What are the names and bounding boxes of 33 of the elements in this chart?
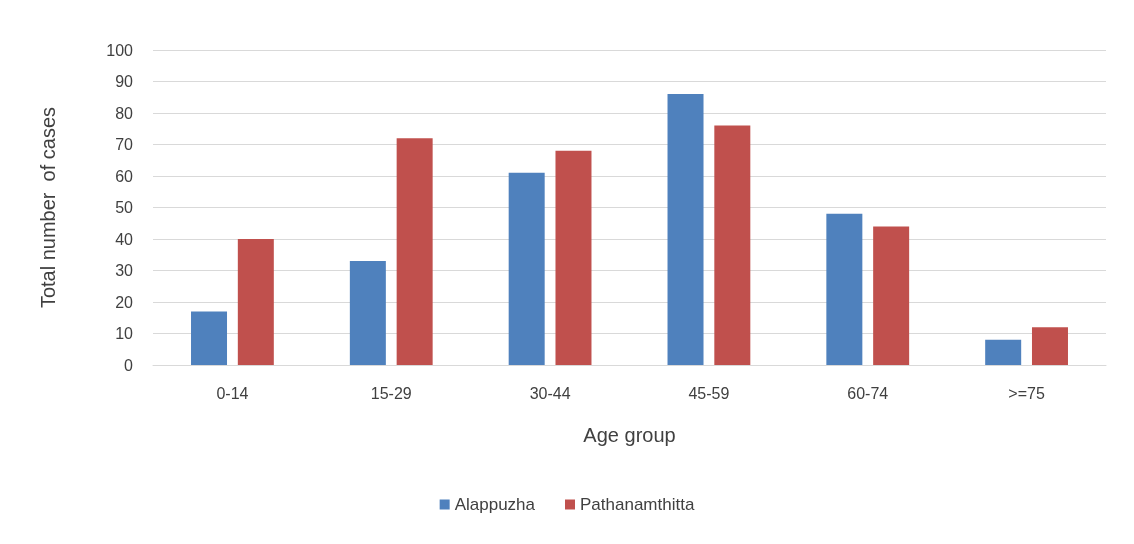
legend-label: Pathanamthitta xyxy=(580,495,695,514)
y-tick-label: 90 xyxy=(115,73,134,90)
x-tick-label: 60-74 xyxy=(847,384,889,402)
y-axis-title: Total number of cases xyxy=(37,106,59,309)
x-tick-label: 15-29 xyxy=(370,384,412,402)
bar xyxy=(826,213,863,365)
bar xyxy=(714,125,751,365)
y-tick-label: 60 xyxy=(115,167,134,185)
bar xyxy=(508,172,545,365)
y-tick-label: 80 xyxy=(115,104,134,122)
bar xyxy=(349,261,386,365)
x-tick-label: 30-44 xyxy=(529,384,571,402)
x-tick-label: 45-59 xyxy=(688,384,730,402)
bar xyxy=(985,339,1022,365)
bar xyxy=(873,226,910,365)
bar xyxy=(237,239,274,365)
y-tick-label: 50 xyxy=(115,199,134,216)
bar xyxy=(396,138,433,365)
y-tick-label: 20 xyxy=(115,293,134,311)
x-tick-label: 0-14 xyxy=(216,384,249,402)
y-tick-label: 0 xyxy=(124,356,134,374)
y-tick-label: 100 xyxy=(106,41,134,59)
bar xyxy=(191,311,228,365)
bar xyxy=(555,150,592,365)
y-tick-label: 30 xyxy=(115,262,134,279)
y-tick-label: 40 xyxy=(115,230,134,248)
y-tick-label: 10 xyxy=(115,325,134,342)
x-axis-title: Age group xyxy=(583,424,676,446)
legend-label: Alappuzha xyxy=(454,495,536,514)
bar xyxy=(667,94,704,365)
y-tick-label: 70 xyxy=(115,136,134,153)
bar xyxy=(1031,327,1068,365)
x-tick-label: >=75 xyxy=(1008,384,1045,402)
